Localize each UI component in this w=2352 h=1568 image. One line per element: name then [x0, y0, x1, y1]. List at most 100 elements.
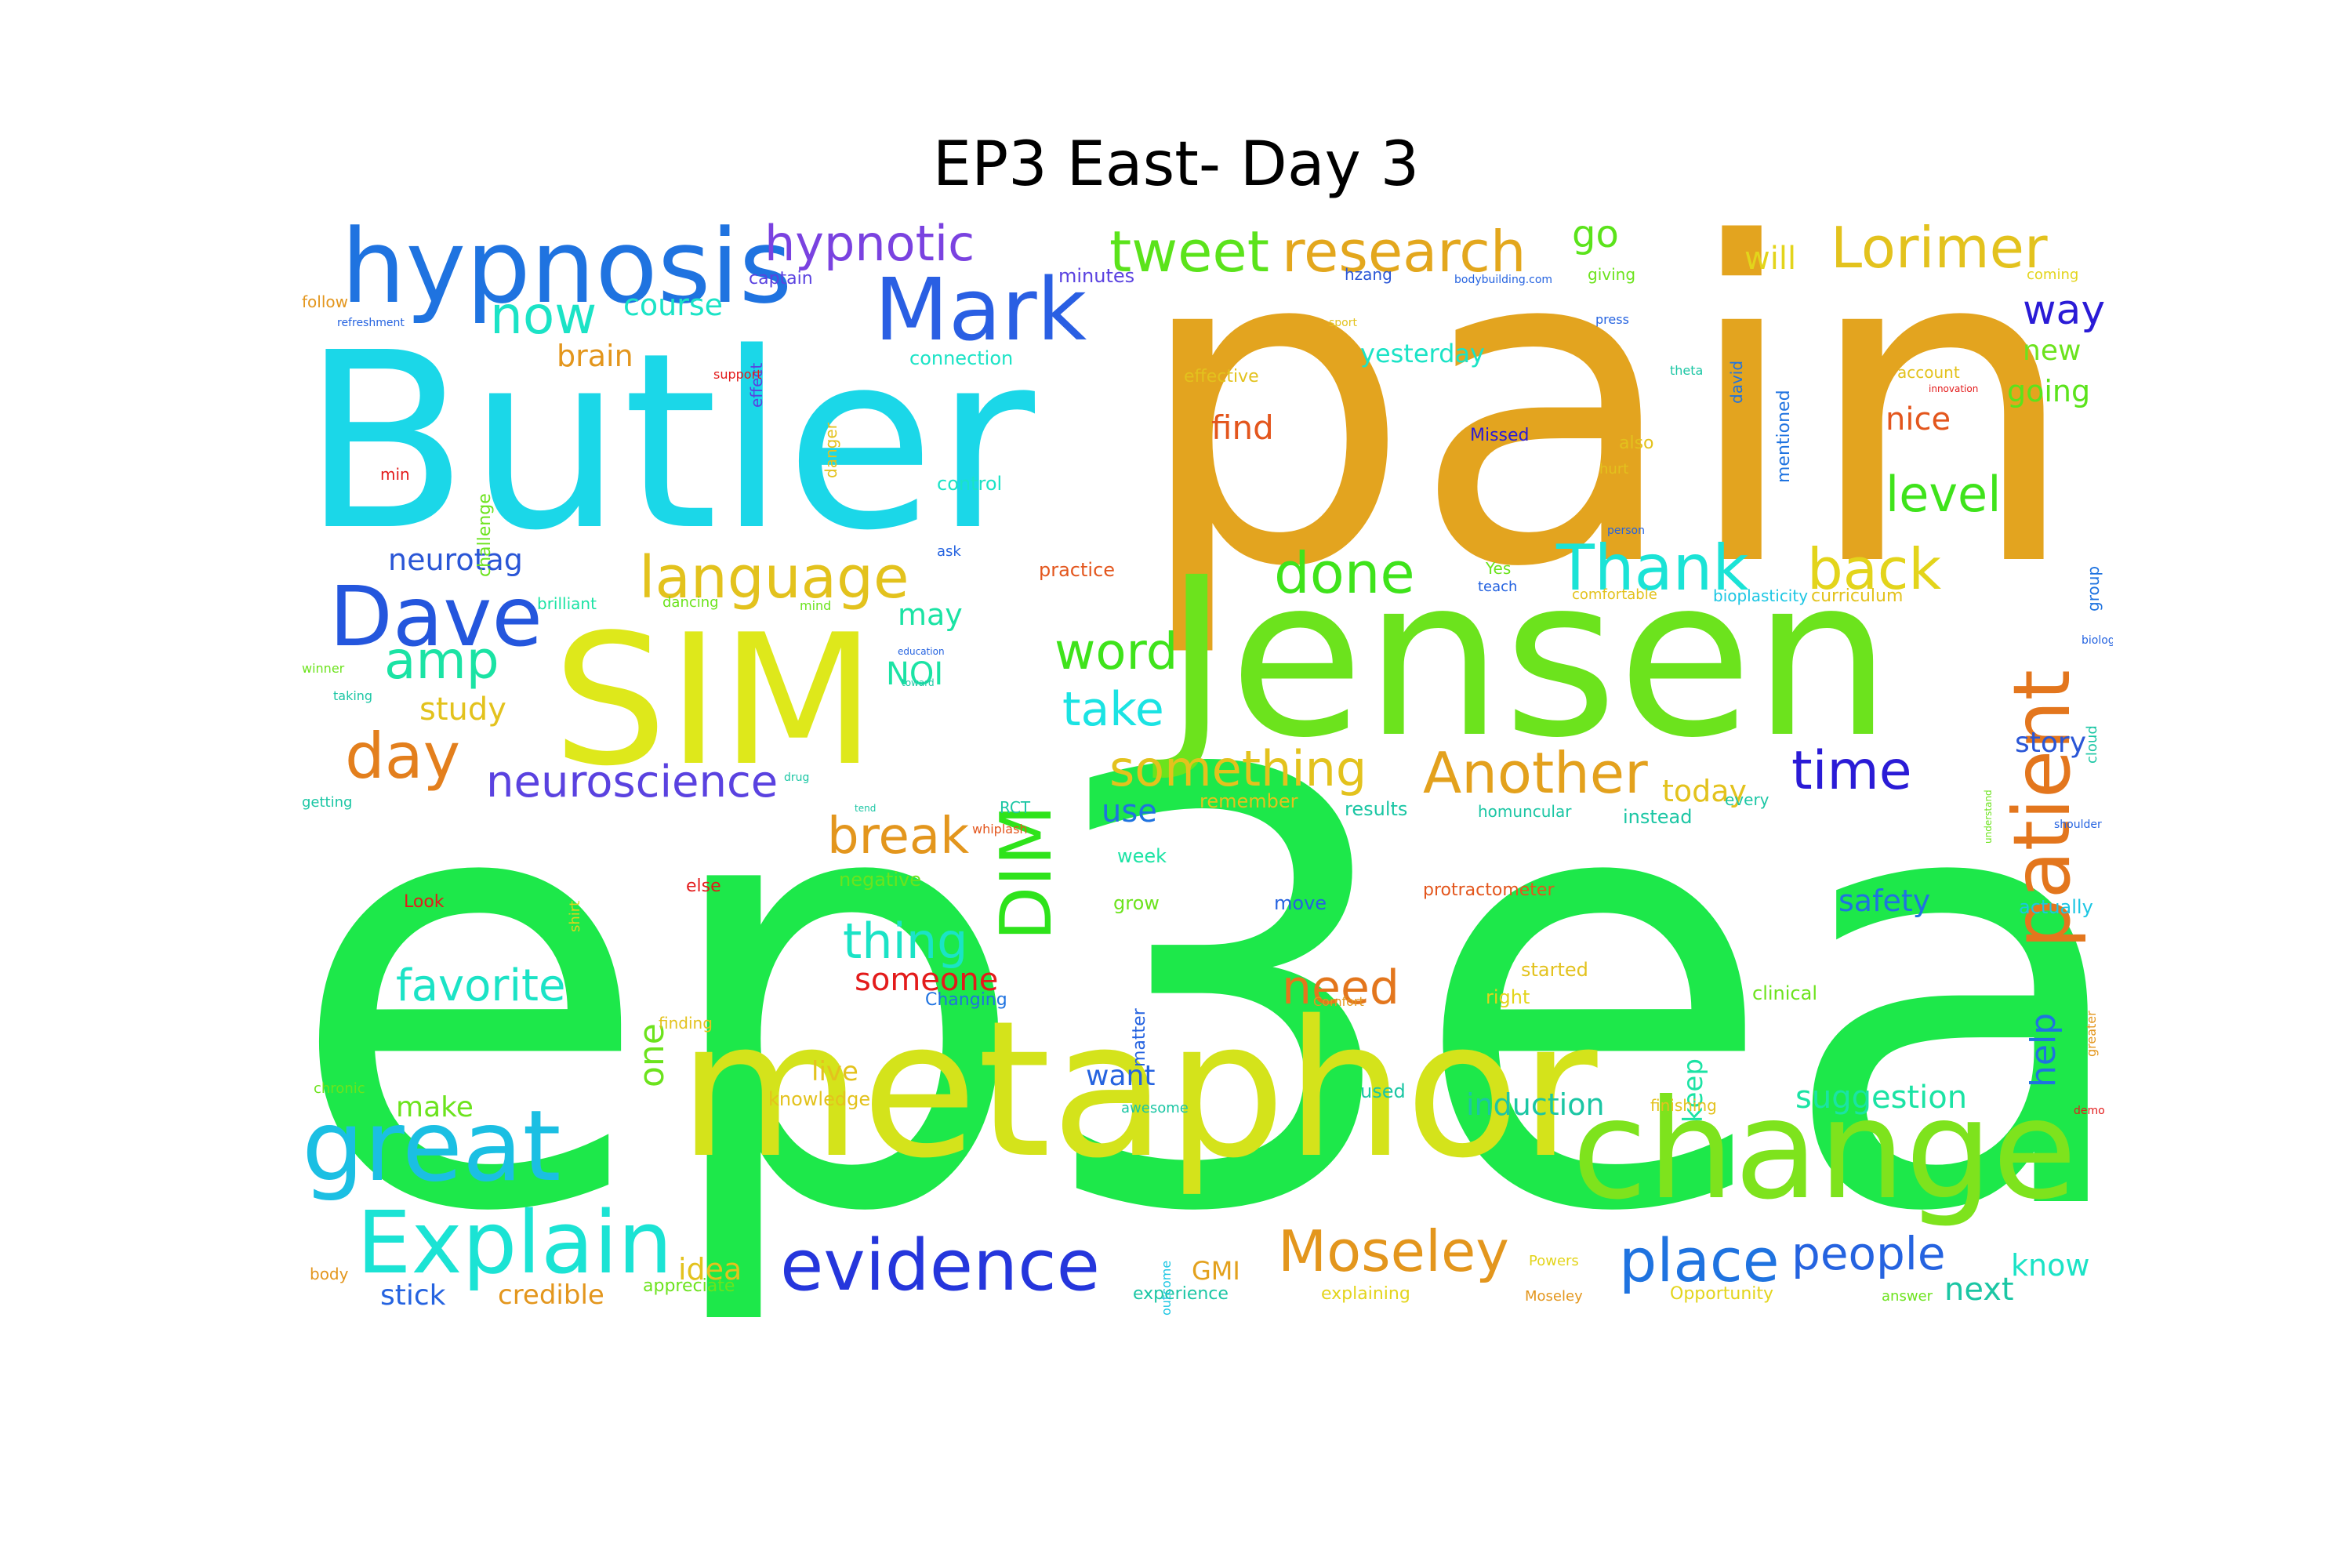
- cloud-word: Changing: [925, 990, 1007, 1010]
- cloud-word: every: [1725, 790, 1769, 809]
- cloud-word: take: [1062, 682, 1164, 737]
- cloud-word: ask: [937, 543, 961, 560]
- cloud-word: experience: [1133, 1284, 1229, 1304]
- cloud-word: someone: [855, 962, 999, 998]
- cloud-word: back: [1807, 536, 1942, 602]
- cloud-word: Moseley: [1525, 1288, 1583, 1305]
- cloud-word: level: [1886, 466, 2002, 523]
- cloud-word: neurotag: [388, 543, 523, 577]
- cloud-word: cloud: [2084, 725, 2100, 764]
- cloud-word: Comfort: [1313, 994, 1364, 1009]
- cloud-word: research: [1282, 219, 1526, 285]
- cloud-word: innovation: [1929, 383, 1979, 394]
- cloud-word: finding: [659, 1014, 713, 1033]
- cloud-word: demo: [2074, 1105, 2105, 1117]
- cloud-word: effective: [1184, 367, 1259, 387]
- cloud-word: Lorimer: [1831, 215, 2048, 281]
- cloud-word: started: [1521, 959, 1588, 981]
- cloud-word: Moseley: [1278, 1218, 1509, 1284]
- cloud-word: want: [1086, 1060, 1156, 1092]
- cloud-word: finishing: [1650, 1096, 1717, 1115]
- cloud-word: teach: [1478, 579, 1518, 595]
- cloud-word: also: [1619, 434, 1654, 453]
- cloud-word: nice: [1886, 401, 1951, 437]
- cloud-word: help: [2024, 1012, 2063, 1087]
- cloud-word: hypnosis: [341, 212, 793, 326]
- cloud-word: course: [623, 288, 724, 322]
- cloud-word: instead: [1623, 806, 1693, 828]
- cloud-word: follow: [302, 292, 348, 311]
- cloud-word: Butler: [302, 301, 1035, 584]
- cloud-word: body: [310, 1265, 349, 1283]
- cloud-word: Opportunity: [1670, 1284, 1774, 1304]
- cloud-word: Look: [404, 892, 445, 912]
- cloud-word: used: [1360, 1080, 1406, 1102]
- cloud-word: right: [1486, 986, 1530, 1008]
- cloud-word: suggestion: [1795, 1080, 1968, 1116]
- cloud-word: captain: [749, 269, 813, 289]
- cloud-word: Explain: [357, 1192, 673, 1293]
- cloud-word: need: [1282, 960, 1399, 1015]
- cloud-word: ep3east: [302, 649, 2113, 1317]
- cloud-word: hypnotic: [764, 215, 975, 272]
- cloud-word: one: [632, 1023, 672, 1087]
- cloud-word: coming: [2027, 267, 2079, 283]
- cloud-word: now: [490, 285, 597, 346]
- cloud-word: outcome: [1159, 1260, 1174, 1316]
- cloud-word: move: [1274, 892, 1327, 914]
- cloud-word: challenge: [475, 493, 495, 577]
- cloud-word: explaining: [1321, 1284, 1410, 1304]
- cloud-word: knowledge: [768, 1088, 871, 1110]
- cloud-word: stick: [380, 1279, 446, 1312]
- cloud-word: appreciate: [643, 1276, 735, 1296]
- cloud-word: sport: [1329, 317, 1357, 329]
- cloud-word: refreshment: [337, 317, 405, 329]
- cloud-word: neuroscience: [486, 757, 779, 808]
- cloud-word: yesterday: [1360, 339, 1485, 368]
- cloud-word: brilliant: [537, 594, 597, 613]
- cloud-word: min: [380, 465, 410, 484]
- cloud-word: curriculum: [1811, 586, 1904, 606]
- cloud-word: way: [2023, 287, 2106, 334]
- cloud-word: next: [1944, 1272, 2014, 1308]
- cloud-word: day: [345, 720, 461, 793]
- cloud-word: know: [2011, 1248, 2090, 1283]
- cloud-word: thing: [843, 913, 968, 970]
- cloud-word: safety: [1838, 884, 1931, 918]
- cloud-word: RCT: [1000, 798, 1031, 817]
- cloud-word: Thank: [1556, 532, 1749, 604]
- cloud-word: taking: [333, 688, 373, 703]
- cloud-word: person: [1607, 524, 1645, 537]
- cloud-word: mentioned: [1774, 390, 1794, 483]
- cloud-word: understand: [1983, 789, 1994, 844]
- cloud-word: Powers: [1529, 1253, 1579, 1269]
- cloud-word: tend: [855, 803, 877, 814]
- cloud-word: clinical: [1752, 982, 1817, 1004]
- word-cloud: ep3eastpain Butler Jensen metaphor SIM change…: [302, 212, 2113, 1317]
- cloud-word: remember: [1200, 790, 1298, 812]
- cloud-word: homuncular: [1478, 802, 1572, 821]
- cloud-word: break: [827, 808, 970, 866]
- cloud-word: account: [1897, 363, 1960, 382]
- cloud-word: dancing: [662, 594, 719, 611]
- cloud-word: people: [1791, 1227, 1946, 1280]
- cloud-word: amp: [384, 630, 499, 691]
- cloud-word: bioplasticity: [1713, 586, 1809, 605]
- cloud-word: find: [1211, 408, 1274, 447]
- cloud-word: awesome: [1121, 1100, 1189, 1116]
- cloud-word: use: [1102, 793, 1157, 829]
- cloud-word: metaphor: [678, 980, 1598, 1200]
- cloud-word: done: [1274, 540, 1415, 606]
- cloud-word: practice: [1039, 559, 1116, 581]
- cloud-word: mind: [800, 598, 832, 613]
- cloud-word: going: [2007, 374, 2091, 408]
- cloud-word: SIM: [553, 597, 877, 806]
- cloud-word: credible: [498, 1279, 604, 1311]
- cloud-word: place: [1619, 1225, 1780, 1295]
- cloud-word: favorite: [396, 960, 566, 1011]
- cloud-word: biology: [2082, 634, 2113, 647]
- cloud-word: drug: [784, 771, 810, 784]
- cloud-word: NOI: [886, 656, 944, 692]
- cloud-word: answer: [1882, 1288, 1933, 1305]
- cloud-word: idea: [678, 1252, 742, 1287]
